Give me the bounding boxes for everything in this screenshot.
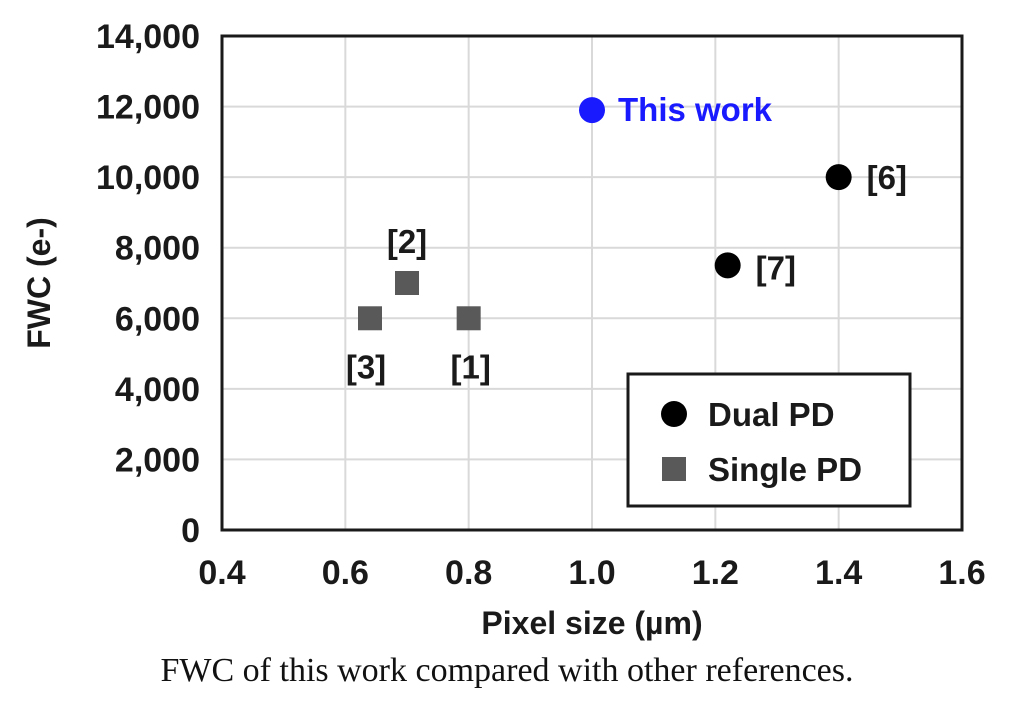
plot-border (220, 34, 964, 532)
x-tick-label: 0.4 (198, 554, 245, 592)
legend-box (626, 372, 912, 508)
x-tick-label: 1.2 (692, 554, 739, 592)
y-tick-label: 4,000 (115, 371, 200, 409)
y-tick-label: 0 (181, 512, 200, 550)
scatter-chart: 02,0004,0006,0008,00010,00012,00014,000 … (21, 18, 986, 641)
data-points: [7] [6] [3] [2] [1] This work (346, 91, 907, 385)
point-label: [3] (346, 348, 386, 385)
single-pd-point (395, 271, 419, 295)
legend-dual-pd-marker (661, 401, 687, 427)
point-label: [6] (867, 159, 907, 196)
point-label: [7] (756, 249, 796, 286)
y-tick-label: 14,000 (96, 18, 200, 56)
figure-caption: FWC of this work compared with other ref… (160, 652, 854, 689)
dual-pd-point (714, 252, 741, 279)
y-tick-label: 6,000 (115, 300, 200, 338)
this-work-point (579, 97, 605, 124)
y-axis-title: FWC (e-) (21, 217, 57, 349)
legend-dual-pd-label: Dual PD (708, 396, 835, 433)
x-tick-label: 0.8 (445, 554, 492, 592)
y-axis-ticks: 0 2,000 4,000 6,000 8,000 10,000 12,000 14,000 (96, 18, 200, 550)
x-axis-title: Pixel size (µm) (481, 605, 702, 641)
y-tick-label: 10,000 (96, 159, 200, 197)
x-tick-label: 1.4 (815, 554, 862, 592)
this-work-label: This work (618, 91, 773, 128)
y-tick-label: 2,000 (115, 441, 200, 479)
x-tick-label: 1.0 (568, 554, 615, 592)
y-tick-label: 8,000 (115, 230, 200, 268)
x-tick-label: 1.6 (938, 554, 985, 592)
x-tick-label: 0.6 (322, 554, 369, 592)
single-pd-point (456, 306, 481, 331)
legend-single-pd-label: Single PD (708, 451, 862, 488)
y-tick-label: 12,000 (96, 89, 200, 127)
dual-pd-point (825, 164, 852, 191)
point-label: [2] (387, 223, 427, 260)
point-label: [1] (450, 348, 490, 385)
x-axis-ticks: 0.4 0.6 0.8 1.0 1.2 1.4 1.6 (198, 554, 985, 592)
legend: Dual PD Single PD (626, 372, 912, 508)
legend-single-pd-marker (662, 457, 686, 481)
single-pd-point (358, 306, 382, 331)
